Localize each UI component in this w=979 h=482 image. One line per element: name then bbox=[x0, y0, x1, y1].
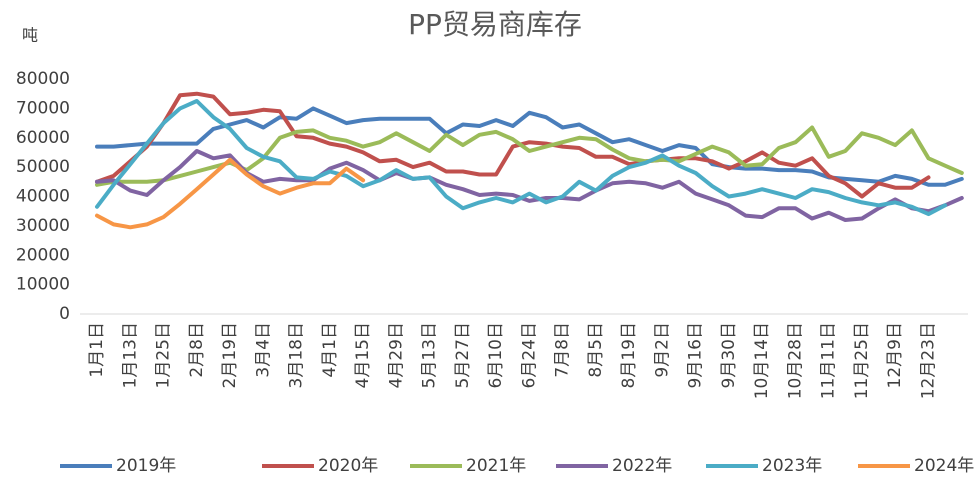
y-axis-label: 吨 bbox=[22, 26, 38, 45]
x-tick-label: 5月27日 bbox=[453, 322, 473, 388]
legend-label: 2020年 bbox=[318, 456, 378, 476]
x-tick-label: 4月1日 bbox=[320, 322, 340, 378]
x-tick-label: 10月28日 bbox=[785, 322, 805, 399]
series-line bbox=[95, 106, 964, 187]
x-tick-label: 12月23日 bbox=[919, 322, 939, 399]
y-tick-label: 80000 bbox=[16, 69, 70, 89]
y-tick-label: 0 bbox=[59, 304, 70, 324]
x-tick-label: 9月2日 bbox=[652, 322, 672, 378]
x-tick-label: 3月18日 bbox=[287, 322, 307, 388]
x-tick-label: 8月5日 bbox=[586, 322, 606, 378]
x-tick-label: 6月10日 bbox=[486, 322, 506, 388]
x-tick-label: 2月8日 bbox=[187, 322, 207, 378]
x-tick-label: 8月19日 bbox=[619, 322, 639, 388]
y-tick-label: 30000 bbox=[16, 216, 70, 236]
chart-title: PP贸易商库存 bbox=[408, 8, 582, 41]
x-tick-label: 5月13日 bbox=[420, 322, 440, 388]
series-line bbox=[95, 157, 366, 230]
y-tick-label: 40000 bbox=[16, 187, 70, 207]
x-tick-label: 1月25日 bbox=[154, 322, 174, 388]
y-tick-label: 50000 bbox=[16, 157, 70, 177]
legend-label: 2024年 bbox=[914, 456, 974, 476]
x-tick-label: 4月15日 bbox=[353, 322, 373, 388]
legend-label: 2023年 bbox=[762, 456, 822, 476]
legend-label: 2019年 bbox=[116, 456, 176, 476]
x-tick-label: 1月1日 bbox=[87, 322, 107, 378]
series-line bbox=[95, 91, 931, 199]
y-tick-label: 60000 bbox=[16, 128, 70, 148]
y-tick-label: 10000 bbox=[16, 275, 70, 295]
x-tick-label: 2月19日 bbox=[220, 322, 240, 388]
y-tick-label: 70000 bbox=[16, 98, 70, 118]
legend-label: 2021年 bbox=[466, 456, 526, 476]
x-tick-label: 10月14日 bbox=[752, 322, 772, 399]
x-tick-label: 11月11日 bbox=[819, 322, 839, 399]
x-tick-label: 9月30日 bbox=[719, 322, 739, 388]
x-tick-label: 1月13日 bbox=[120, 322, 140, 388]
x-tick-label: 9月16日 bbox=[686, 322, 706, 388]
x-tick-label: 3月4日 bbox=[253, 322, 273, 378]
x-tick-label: 4月29日 bbox=[386, 322, 406, 388]
legend-label: 2022年 bbox=[612, 456, 672, 476]
series-line bbox=[95, 99, 948, 217]
x-tick-label: 12月9日 bbox=[885, 322, 905, 388]
x-tick-label: 6月24日 bbox=[519, 322, 539, 388]
x-tick-label: 7月8日 bbox=[553, 322, 573, 378]
y-tick-label: 20000 bbox=[16, 245, 70, 265]
x-tick-label: 11月25日 bbox=[852, 322, 872, 399]
